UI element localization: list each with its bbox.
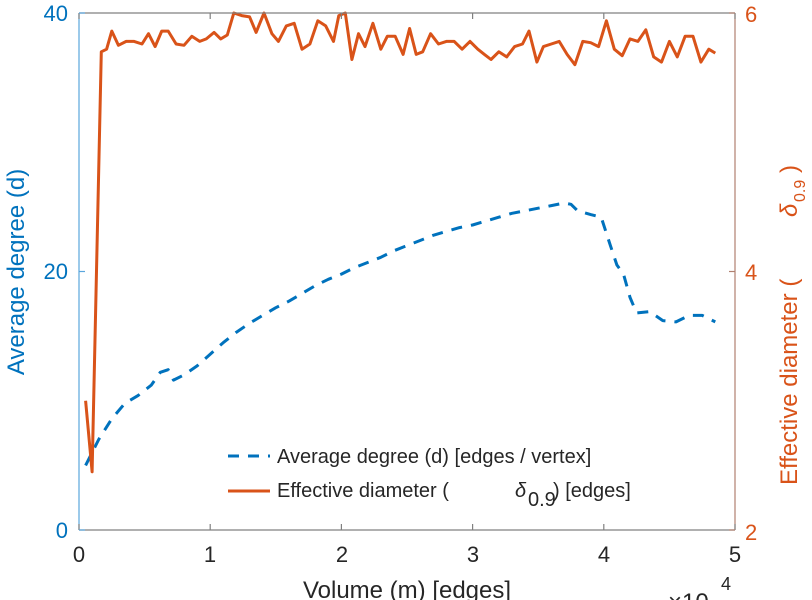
y-left-tick-label: 20 xyxy=(44,259,68,284)
x-tick-label: 0 xyxy=(73,542,85,567)
y-left-tick-label: 40 xyxy=(44,1,68,26)
y-right-axis-label: Effective diameter ( δ 0.9 ) xyxy=(776,165,809,485)
y-right-tick-label: 2 xyxy=(745,520,757,545)
y-left-axis-label: Average degree (d) xyxy=(3,169,30,375)
legend: Average degree (d) [edges / vertex] Effe… xyxy=(228,446,631,511)
x-tick-label: 5 xyxy=(729,542,741,567)
ticks-layer xyxy=(78,12,736,531)
y-right-label-sub: 0.9 xyxy=(792,180,809,202)
y-right-tick-label: 6 xyxy=(745,2,757,27)
y-right-label-suffix: ) xyxy=(776,165,803,173)
legend-label-average-degree: Average degree (d) [edges / vertex] xyxy=(277,446,591,468)
x-tick-label: 3 xyxy=(467,542,479,567)
y-right-label-prefix: Effective diameter ( xyxy=(776,279,803,485)
legend-label-effective-diameter-symbol: δ xyxy=(515,480,527,502)
x-tick-label: 1 xyxy=(204,542,216,567)
series-layer xyxy=(84,11,717,474)
legend-label-effective-diameter-suffix: ) [edges] xyxy=(553,480,631,502)
x-tick-label: 2 xyxy=(336,542,348,567)
y-right-tick-label: 4 xyxy=(745,260,757,285)
series-average-degree-line xyxy=(84,201,716,467)
x-axis-label: Volume (m) [edges] xyxy=(303,577,511,600)
x-exponent-base: ×10 xyxy=(668,589,709,600)
y-right-label-symbol: δ xyxy=(776,203,803,217)
series-effective-diameter-line xyxy=(84,11,717,474)
legend-label-effective-diameter-sub: 0.9 xyxy=(528,489,556,511)
legend-label-effective-diameter-prefix: Effective diameter ( xyxy=(277,480,449,502)
y-left-tick-label: 0 xyxy=(56,518,68,543)
x-exponent-power: 4 xyxy=(721,574,731,594)
x-tick-label: 4 xyxy=(598,542,610,567)
